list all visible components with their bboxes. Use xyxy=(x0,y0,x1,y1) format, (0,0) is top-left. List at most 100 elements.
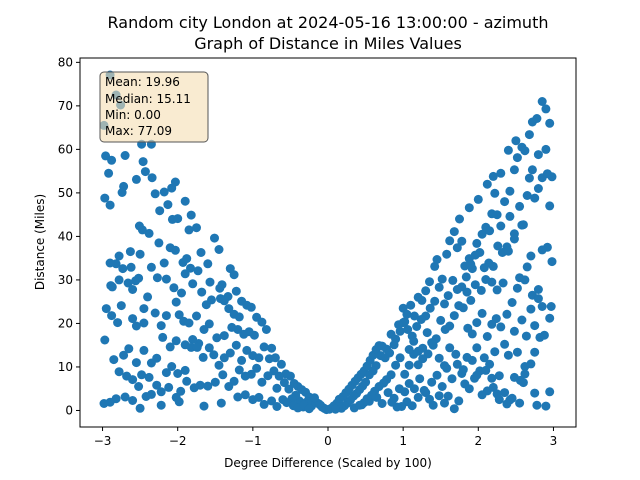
data-point xyxy=(282,398,292,408)
data-point xyxy=(511,136,521,146)
data-point xyxy=(126,262,136,272)
data-point xyxy=(492,285,502,295)
data-point xyxy=(509,326,519,336)
y-tick-label: 30 xyxy=(58,273,73,287)
data-point xyxy=(159,187,169,197)
data-point xyxy=(120,151,130,160)
data-point xyxy=(180,196,190,206)
data-point xyxy=(131,174,141,184)
data-point xyxy=(400,369,410,379)
chart-title-line1: Random city London at 2024-05-16 13:00:0… xyxy=(108,13,549,32)
data-point xyxy=(502,399,512,409)
data-point xyxy=(537,245,547,255)
data-point xyxy=(496,322,506,332)
data-point xyxy=(131,321,141,331)
data-point xyxy=(443,391,453,401)
data-point xyxy=(100,335,110,345)
data-point xyxy=(402,309,412,319)
data-point xyxy=(440,361,449,371)
data-point xyxy=(437,274,447,284)
data-point xyxy=(403,325,413,334)
data-point xyxy=(512,153,522,163)
data-point xyxy=(524,130,534,140)
data-point xyxy=(404,345,414,354)
data-point xyxy=(161,368,171,378)
data-point xyxy=(124,344,134,354)
data-point xyxy=(430,296,440,306)
data-point xyxy=(204,319,214,329)
data-point xyxy=(515,398,525,408)
data-point xyxy=(545,201,555,211)
data-point xyxy=(285,371,295,381)
data-point xyxy=(203,381,213,391)
data-point xyxy=(267,343,277,353)
data-point xyxy=(137,370,147,380)
data-point xyxy=(269,366,279,376)
data-point xyxy=(171,336,181,346)
data-point xyxy=(476,285,486,295)
data-point xyxy=(180,365,190,375)
data-point xyxy=(259,399,269,409)
data-point xyxy=(472,343,482,353)
data-point xyxy=(530,193,540,203)
data-point xyxy=(171,297,181,307)
data-point xyxy=(219,331,229,341)
data-point xyxy=(533,150,543,160)
data-point xyxy=(533,294,543,304)
data-point xyxy=(422,328,432,338)
data-points xyxy=(99,70,557,415)
data-point xyxy=(233,392,243,402)
data-point xyxy=(189,383,199,393)
data-point xyxy=(156,387,166,397)
data-point xyxy=(139,318,149,328)
data-point xyxy=(139,304,149,314)
data-point xyxy=(425,303,435,313)
data-point xyxy=(466,295,476,305)
data-point xyxy=(512,347,522,357)
data-point xyxy=(212,333,222,343)
data-point xyxy=(460,379,470,389)
stats-box: Mean: 19.96 Median: 15.11 Min: 0.00 Max:… xyxy=(99,71,209,143)
y-tick-label: 0 xyxy=(65,403,73,417)
data-point xyxy=(455,214,464,224)
data-point xyxy=(199,325,209,334)
data-point xyxy=(472,318,482,328)
data-point xyxy=(156,400,166,410)
data-point xyxy=(449,311,459,321)
data-point xyxy=(263,371,273,381)
data-point xyxy=(467,355,477,365)
data-point xyxy=(210,377,220,387)
data-point xyxy=(184,225,194,235)
data-point xyxy=(473,194,483,204)
data-point xyxy=(413,392,423,402)
data-point xyxy=(257,377,267,387)
data-point xyxy=(101,304,111,314)
data-point xyxy=(240,371,250,381)
data-point xyxy=(257,317,267,327)
data-point xyxy=(542,169,552,179)
data-point xyxy=(196,248,206,257)
data-point xyxy=(541,401,551,411)
data-point xyxy=(147,173,157,183)
data-point xyxy=(167,362,177,371)
data-point xyxy=(437,382,447,391)
x-tick-label: 3 xyxy=(550,434,558,448)
data-point xyxy=(427,338,437,348)
x-axis: −3 −2 −1 0 1 2 3 xyxy=(94,427,558,448)
data-point xyxy=(177,288,186,298)
data-point xyxy=(174,310,184,320)
data-point xyxy=(193,266,203,276)
y-tick-label: 50 xyxy=(58,186,73,200)
data-point xyxy=(541,104,551,114)
data-point xyxy=(107,155,117,165)
data-point xyxy=(500,339,510,349)
data-point xyxy=(135,403,145,413)
data-point xyxy=(432,370,442,380)
data-point xyxy=(524,173,534,183)
data-point xyxy=(152,273,162,283)
data-point xyxy=(119,350,129,360)
data-point xyxy=(117,188,127,197)
data-point xyxy=(520,362,530,371)
data-point xyxy=(481,365,491,375)
data-point xyxy=(152,380,162,390)
